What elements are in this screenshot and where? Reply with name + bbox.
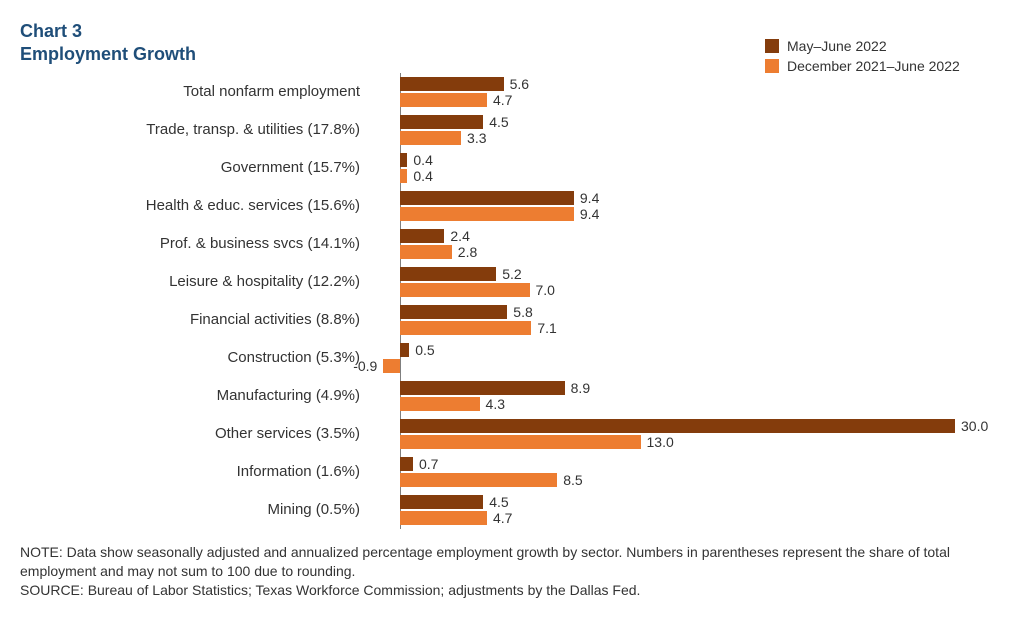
chart-row: Financial activities (8.8%) 5.8 7.1	[20, 301, 1006, 339]
value-label: 5.6	[510, 76, 529, 92]
value-label: 13.0	[647, 434, 674, 450]
value-label: 0.4	[413, 168, 432, 184]
bar	[400, 229, 444, 243]
chart-note: NOTE: Data show seasonally adjusted and …	[20, 543, 1006, 581]
legend-label: December 2021–June 2022	[787, 58, 960, 74]
bar	[400, 77, 504, 91]
value-label: 2.8	[458, 244, 477, 260]
value-label: 3.3	[467, 130, 486, 146]
chart-row: Manufacturing (4.9%) 8.9 4.3	[20, 377, 1006, 415]
note-prefix: NOTE:	[20, 544, 67, 560]
note-text: Data show seasonally adjusted and annual…	[20, 544, 950, 579]
value-label: 0.5	[415, 342, 434, 358]
legend-label: May–June 2022	[787, 38, 887, 54]
value-label: 4.5	[489, 494, 508, 510]
value-label: 0.4	[413, 152, 432, 168]
chart-row: Trade, transp. & utilities (17.8%) 4.53.3	[20, 111, 1006, 149]
bar	[400, 207, 574, 221]
legend-swatch	[765, 59, 779, 73]
bar	[400, 435, 641, 449]
bar-chart: Total nonfarm employment5.64.7Trade, tra…	[20, 73, 1006, 529]
value-label: 5.2	[502, 266, 521, 282]
legend-swatch	[765, 39, 779, 53]
chart-source: SOURCE: Bureau of Labor Statistics; Texa…	[20, 581, 1006, 600]
category-label: Construction (5.3%)	[20, 349, 360, 366]
value-label: 7.1	[537, 320, 556, 336]
value-label: 0.7	[419, 456, 438, 472]
chart-footer: NOTE: Data show seasonally adjusted and …	[20, 543, 1006, 600]
bar	[400, 153, 407, 167]
category-label: Total nonfarm employment	[20, 83, 360, 100]
bar	[400, 495, 483, 509]
value-label: 4.5	[489, 114, 508, 130]
value-label: 9.4	[580, 206, 599, 222]
category-label: Prof. & business svcs (14.1%)	[20, 235, 360, 252]
source-prefix: SOURCE:	[20, 582, 88, 598]
bar	[400, 115, 483, 129]
bar	[400, 245, 452, 259]
value-label: 4.7	[493, 92, 512, 108]
bar	[400, 381, 565, 395]
category-label: Financial activities (8.8%)	[20, 311, 360, 328]
value-label: 5.8	[513, 304, 532, 320]
chart-row: Leisure & hospitality (12.2%) 5.2 7.0	[20, 263, 1006, 301]
bar	[400, 343, 409, 357]
bar	[383, 359, 400, 373]
value-label: 4.3	[486, 396, 505, 412]
category-label: Other services (3.5%)	[20, 425, 360, 442]
chart-row: Prof. & business svcs (14.1%) 2.42.8	[20, 225, 1006, 263]
category-label: Government (15.7%)	[20, 159, 360, 176]
category-label: Manufacturing (4.9%)	[20, 387, 360, 404]
legend-item: December 2021–June 2022	[765, 58, 960, 74]
bar	[400, 131, 461, 145]
category-label: Information (1.6%)	[20, 463, 360, 480]
source-text: Bureau of Labor Statistics; Texas Workfo…	[88, 582, 641, 598]
bar	[400, 511, 487, 525]
value-label: 2.4	[450, 228, 469, 244]
chart-row: Government (15.7%) 0.40.4	[20, 149, 1006, 187]
bar	[400, 191, 574, 205]
bar	[400, 419, 955, 433]
value-label: 8.5	[563, 472, 582, 488]
value-label: -0.9	[353, 358, 377, 374]
bar	[400, 457, 413, 471]
chart-row: Health & educ. services (15.6%) 9.49.4	[20, 187, 1006, 225]
bar	[400, 397, 480, 411]
bar	[400, 283, 530, 297]
category-label: Trade, transp. & utilities (17.8%)	[20, 121, 360, 138]
category-label: Mining (0.5%)	[20, 501, 360, 518]
bar	[400, 169, 407, 183]
bar	[400, 473, 557, 487]
chart-row: Mining (0.5%) 4.54.7	[20, 491, 1006, 529]
bar	[400, 321, 531, 335]
category-label: Leisure & hospitality (12.2%)	[20, 273, 360, 290]
chart-row: Construction (5.3%) 0.5 -0.9	[20, 339, 1006, 377]
value-label: 4.7	[493, 510, 512, 526]
value-label: 30.0	[961, 418, 988, 434]
chart-row: Information (1.6%) 0.7 8.5	[20, 453, 1006, 491]
chart-row: Total nonfarm employment 5.64.7	[20, 73, 1006, 111]
value-label: 8.9	[571, 380, 590, 396]
chart-container: Chart 3 Employment Growth May–June 2022D…	[20, 20, 1006, 599]
value-label: 7.0	[536, 282, 555, 298]
chart-row: Other services (3.5%) 30.0 13.0	[20, 415, 1006, 453]
bar	[400, 267, 496, 281]
value-label: 9.4	[580, 190, 599, 206]
bar	[400, 305, 507, 319]
bar	[400, 93, 487, 107]
legend-item: May–June 2022	[765, 38, 960, 54]
category-label: Health & educ. services (15.6%)	[20, 197, 360, 214]
